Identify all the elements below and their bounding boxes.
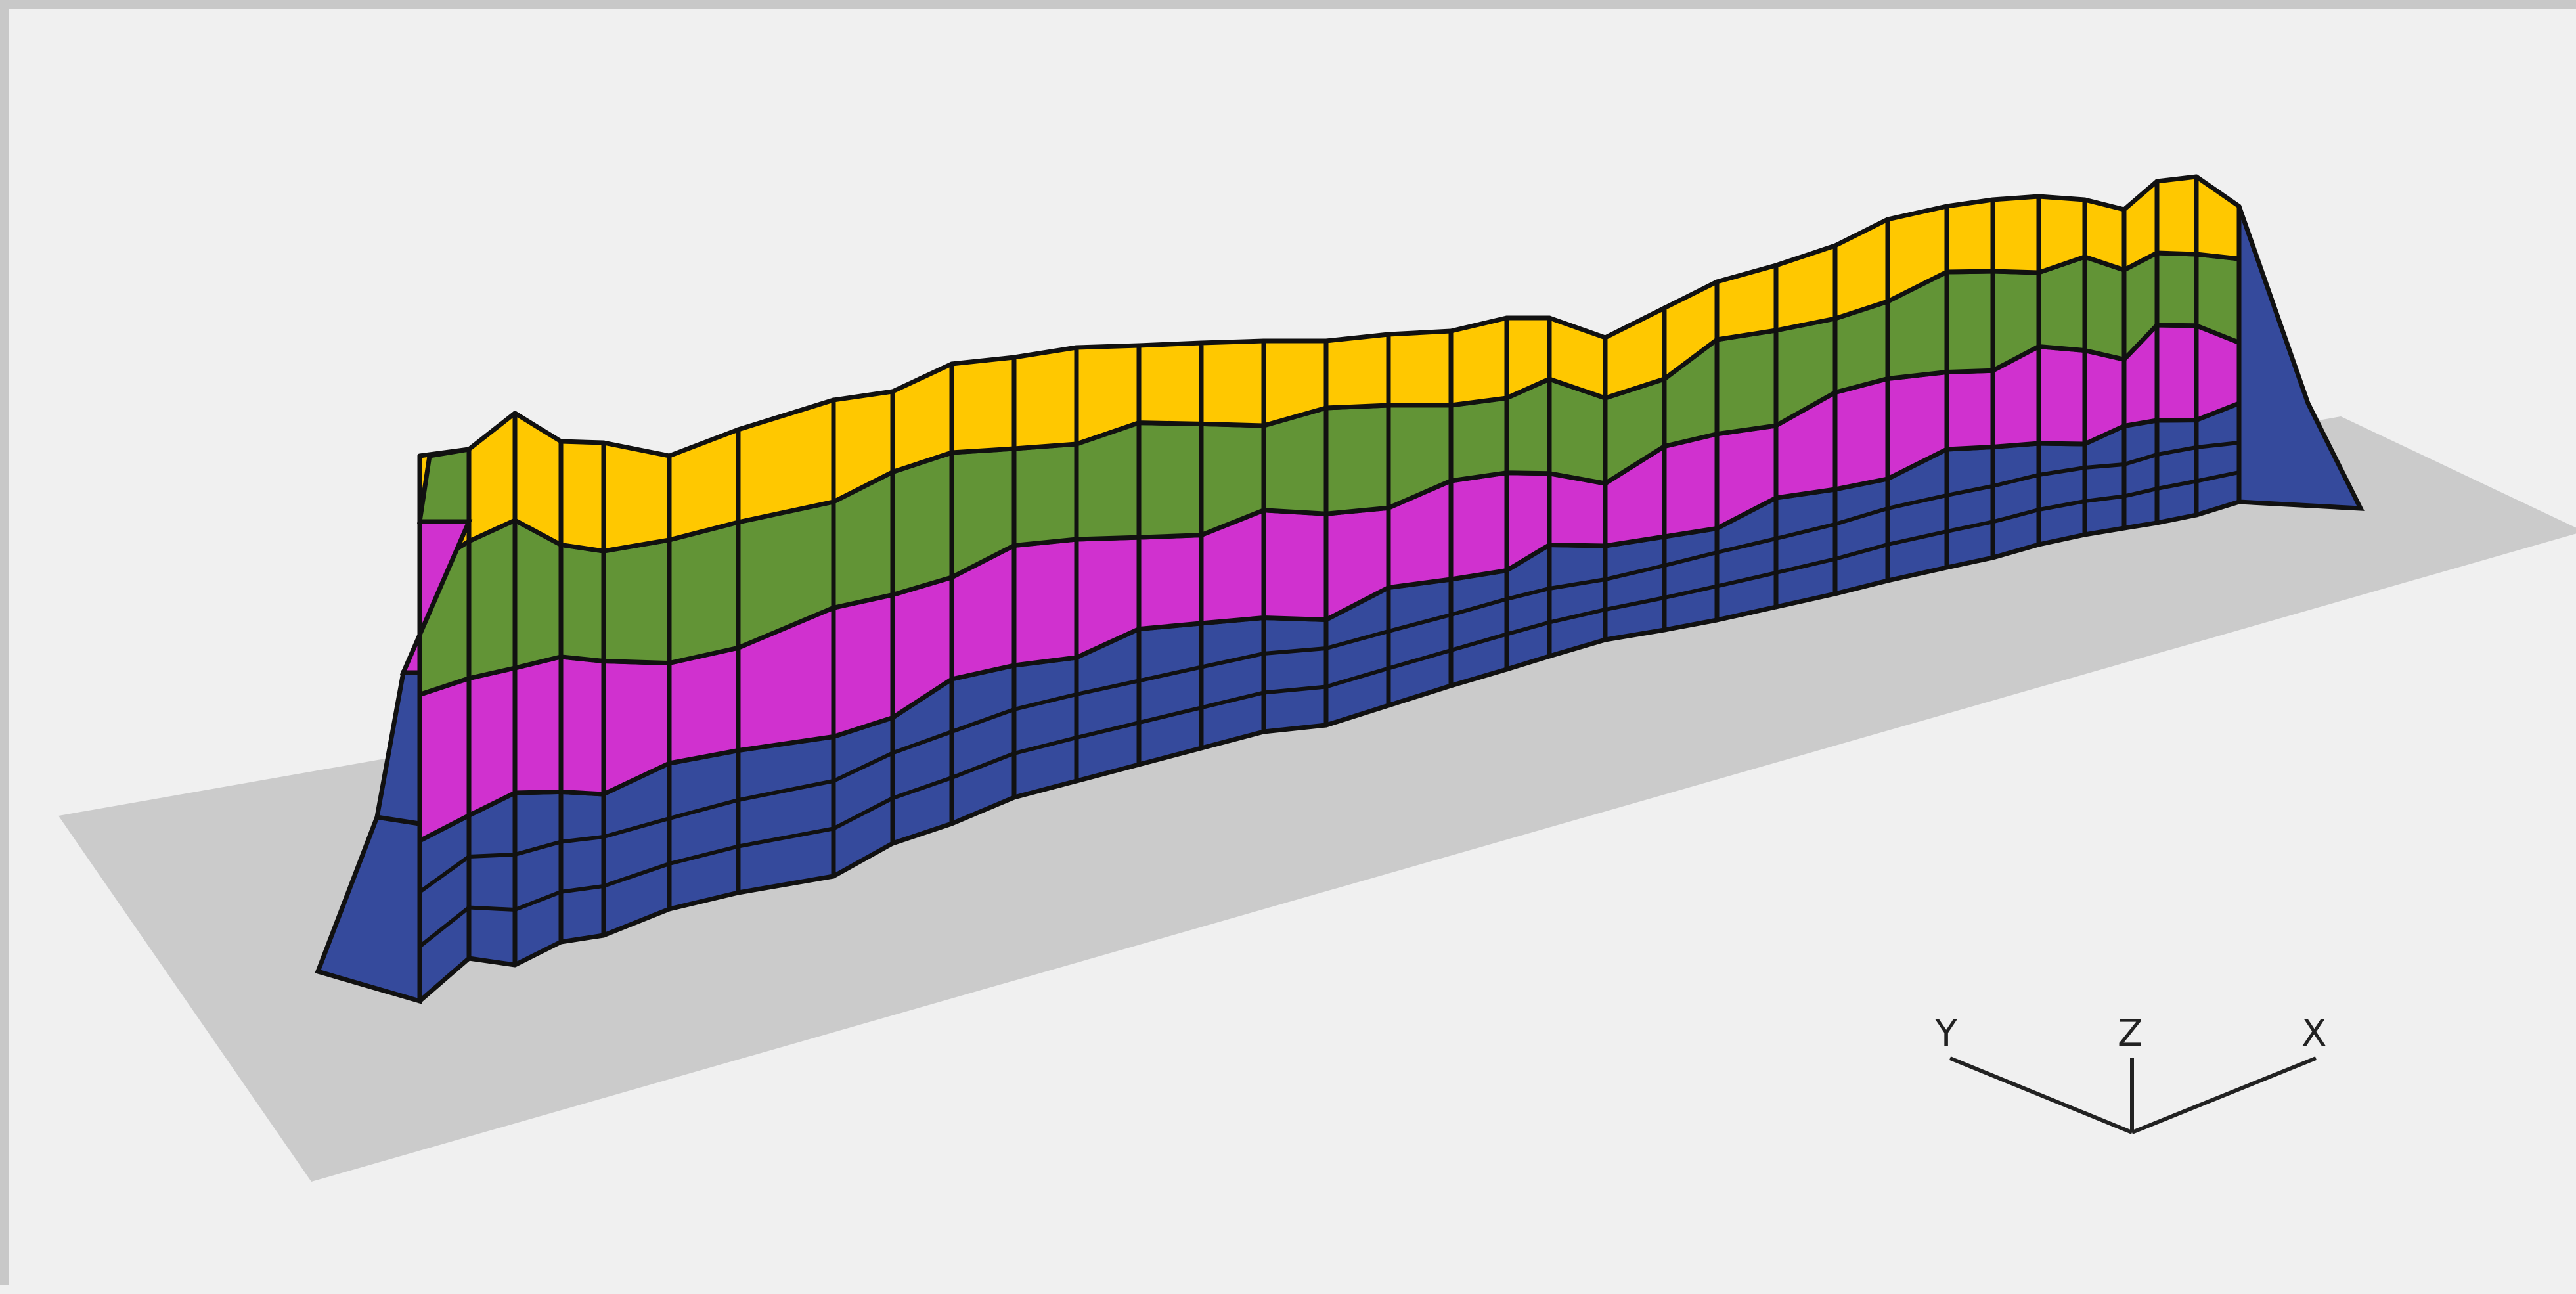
solid-cell — [2036, 441, 2087, 547]
solid-cell — [1386, 328, 1454, 408]
solid-cell — [667, 520, 741, 665]
y-axis-label: Y — [1934, 1012, 1958, 1055]
solid-end-face — [2236, 205, 2365, 511]
solid-cell — [890, 361, 954, 475]
solid-cell — [1323, 332, 1391, 411]
solid-cell — [601, 537, 672, 665]
solid-cell — [2154, 174, 2199, 257]
solid-cell — [2194, 401, 2242, 518]
solid-cell — [890, 450, 954, 598]
solid-cell — [558, 542, 606, 663]
solid-cell — [1773, 243, 1838, 333]
solid-cell — [667, 427, 741, 543]
solid-cell — [1603, 534, 1667, 642]
solid-end-face — [416, 446, 472, 524]
solid-cell — [1944, 445, 1995, 570]
solid-cell — [831, 592, 895, 739]
solid-cell — [558, 654, 606, 797]
solid-cell — [2154, 250, 2199, 328]
solid-cell — [1662, 432, 1720, 539]
solid-cell — [466, 665, 518, 818]
solid-cell — [1261, 338, 1329, 428]
solid-cell — [1011, 537, 1079, 668]
solid-cell — [466, 790, 518, 968]
solid-cell — [1136, 420, 1204, 540]
solid-cell — [1136, 533, 1204, 632]
solid-cell — [736, 397, 836, 525]
solid-cell — [2154, 418, 2199, 525]
solid-cell — [1136, 340, 1204, 426]
solid-cell — [1448, 315, 1509, 408]
solid-cell — [2036, 344, 2087, 447]
solid-cell — [417, 676, 472, 843]
solid-cell — [466, 518, 518, 681]
solid-end-face — [374, 670, 422, 827]
x-axis-label: X — [2301, 1012, 2326, 1055]
solid-cell — [1547, 471, 1608, 548]
solid-cell — [1944, 197, 1995, 275]
solid-cell — [1547, 543, 1608, 659]
solid-cell — [558, 439, 606, 554]
model-scene[interactable]: Y Z X — [9, 9, 2576, 1294]
solid-cell — [2194, 252, 2242, 345]
solid-cell — [1990, 194, 2041, 275]
solid-cell — [558, 789, 606, 945]
solid-cell — [1832, 217, 1890, 321]
solid-cell — [1714, 328, 1779, 437]
layered-solid[interactable] — [315, 174, 2365, 1004]
solid-cell — [2082, 348, 2127, 447]
axis-triad: Y Z X — [1934, 1012, 2326, 1134]
solid-cell — [512, 411, 564, 547]
solid-cell — [1199, 338, 1266, 428]
solid-cell — [1011, 345, 1079, 451]
solid-cell — [466, 411, 518, 544]
solid-cell — [1990, 441, 2041, 560]
solid-cell — [2121, 418, 2160, 531]
solid-cell — [1386, 577, 1454, 708]
solid-cell — [512, 654, 564, 795]
solid-cell — [949, 663, 1017, 826]
solid-cell — [1832, 376, 1890, 492]
solid-cell — [949, 355, 1017, 455]
solid-cell — [1944, 368, 1995, 452]
solid-cell — [1448, 470, 1509, 582]
solid-cell — [1944, 269, 1995, 374]
solid-cell — [512, 789, 564, 968]
x-axis-line — [2131, 1056, 2317, 1134]
blue-layer-divider — [418, 470, 2240, 948]
solid-cell — [1136, 621, 1204, 767]
solid-cell — [736, 734, 836, 895]
solid-cell — [1323, 403, 1391, 516]
solid-cell — [2082, 254, 2127, 362]
solid-cell — [2121, 179, 2160, 273]
solid-cell — [2082, 197, 2127, 273]
solid-cell — [2154, 323, 2199, 423]
solid-cell — [667, 645, 741, 766]
solid-cell — [601, 440, 672, 554]
solid-cell — [667, 748, 741, 912]
solid-cell — [1011, 441, 1079, 548]
solid-cell — [1448, 395, 1509, 483]
blue-layer-divider — [418, 441, 2240, 894]
z-axis-label: Z — [2118, 1012, 2143, 1055]
solid-cell — [1832, 476, 1890, 596]
solid-cell — [1011, 655, 1079, 800]
solid-cell — [1261, 508, 1329, 622]
solid-cell — [1714, 263, 1779, 342]
solid-cell — [1199, 615, 1266, 751]
solid-cell — [1448, 568, 1509, 688]
solid-cell — [1662, 526, 1720, 633]
solid-cell — [2194, 174, 2242, 261]
solid-cell — [1261, 615, 1329, 734]
ground-plane — [58, 416, 2576, 1182]
y-axis-line — [1949, 1056, 2133, 1134]
solid-cell — [1773, 487, 1838, 610]
solid-cell — [2036, 194, 2087, 275]
